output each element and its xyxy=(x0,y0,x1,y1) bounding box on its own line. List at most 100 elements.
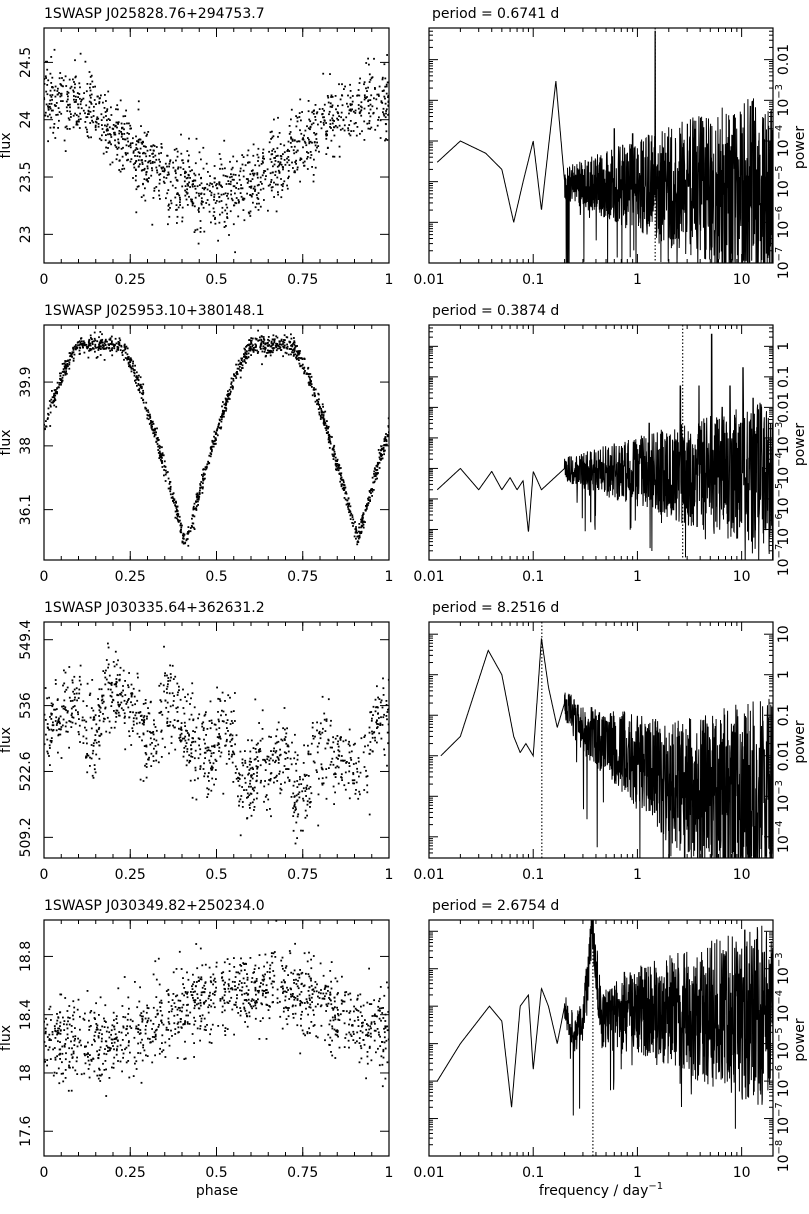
data-point xyxy=(279,792,282,795)
data-point xyxy=(48,728,50,731)
data-point xyxy=(101,1073,103,1076)
data-point xyxy=(102,344,104,347)
data-point xyxy=(267,783,270,786)
data-point xyxy=(165,471,168,474)
data-point xyxy=(147,180,149,183)
data-point xyxy=(306,151,308,153)
data-point xyxy=(357,104,360,106)
data-point xyxy=(124,351,127,354)
data-point xyxy=(213,181,216,184)
data-point xyxy=(239,834,242,837)
data-point xyxy=(202,472,205,475)
data-point xyxy=(191,522,194,525)
data-point xyxy=(193,515,196,518)
data-point xyxy=(229,180,232,183)
data-point xyxy=(286,986,288,989)
data-point xyxy=(197,495,200,498)
data-point xyxy=(371,1015,374,1017)
data-point xyxy=(239,376,242,379)
data-point xyxy=(173,1002,176,1005)
data-point xyxy=(277,191,279,193)
data-point xyxy=(187,544,190,547)
data-point xyxy=(174,1033,177,1035)
data-point xyxy=(98,1074,101,1077)
data-point xyxy=(59,728,62,731)
data-point xyxy=(173,719,176,721)
data-point xyxy=(279,343,281,345)
data-point xyxy=(354,521,356,523)
data-point xyxy=(107,133,109,136)
data-point xyxy=(239,964,242,966)
data-point xyxy=(198,192,200,195)
data-point xyxy=(350,512,353,515)
data-point xyxy=(194,179,196,182)
data-point xyxy=(91,338,93,340)
data-point xyxy=(235,734,238,737)
data-point xyxy=(273,951,276,953)
data-point xyxy=(239,1014,242,1017)
data-point xyxy=(322,992,325,995)
data-point xyxy=(153,1036,156,1038)
data-point xyxy=(206,1024,208,1026)
data-point xyxy=(191,514,194,517)
data-point xyxy=(119,693,121,695)
data-point xyxy=(110,335,113,338)
data-point xyxy=(179,201,181,204)
data-point xyxy=(194,187,197,190)
data-point xyxy=(88,1029,91,1031)
data-point xyxy=(307,973,310,975)
data-point xyxy=(126,701,129,703)
data-point xyxy=(292,342,294,345)
data-point xyxy=(379,701,382,704)
data-point xyxy=(142,141,144,144)
data-point xyxy=(261,737,264,740)
data-point xyxy=(165,688,168,690)
data-point xyxy=(282,339,285,341)
period-label: period = 0.6741 d xyxy=(432,6,559,22)
data-point xyxy=(290,988,292,991)
data-point xyxy=(244,348,246,351)
data-point xyxy=(251,801,254,804)
data-point xyxy=(130,370,133,373)
data-point xyxy=(207,793,210,796)
data-point xyxy=(224,990,227,993)
x-tick-label: 0.5 xyxy=(205,569,227,585)
period-prefix: period = xyxy=(432,6,493,22)
data-point xyxy=(195,507,198,510)
data-point xyxy=(387,425,389,427)
data-point xyxy=(207,460,209,463)
data-point xyxy=(302,161,305,164)
data-point xyxy=(166,701,169,704)
data-point xyxy=(158,189,160,192)
data-point xyxy=(92,347,95,350)
data-point xyxy=(274,157,276,159)
data-point xyxy=(121,155,124,158)
data-point xyxy=(87,113,89,115)
data-point xyxy=(228,978,231,981)
y-tick-label: 10−3 xyxy=(774,84,792,117)
data-point xyxy=(266,809,268,811)
data-point xyxy=(250,785,252,788)
data-point xyxy=(235,202,238,205)
data-point xyxy=(48,105,51,108)
data-point xyxy=(358,82,361,84)
data-point xyxy=(333,455,335,458)
data-point xyxy=(114,1033,117,1036)
data-point xyxy=(297,793,300,795)
data-point xyxy=(196,498,199,501)
data-point xyxy=(71,351,74,354)
data-point xyxy=(186,991,189,994)
data-point xyxy=(358,112,361,115)
data-point xyxy=(283,765,286,767)
data-point xyxy=(45,1017,47,1020)
data-point xyxy=(105,1030,108,1033)
data-point xyxy=(153,431,156,434)
data-point xyxy=(313,761,316,764)
data-point xyxy=(337,1035,339,1038)
data-point xyxy=(305,998,308,1001)
data-point xyxy=(222,413,224,416)
data-point xyxy=(204,186,207,189)
data-point xyxy=(230,168,233,171)
data-point xyxy=(99,97,101,99)
data-point xyxy=(307,744,309,747)
